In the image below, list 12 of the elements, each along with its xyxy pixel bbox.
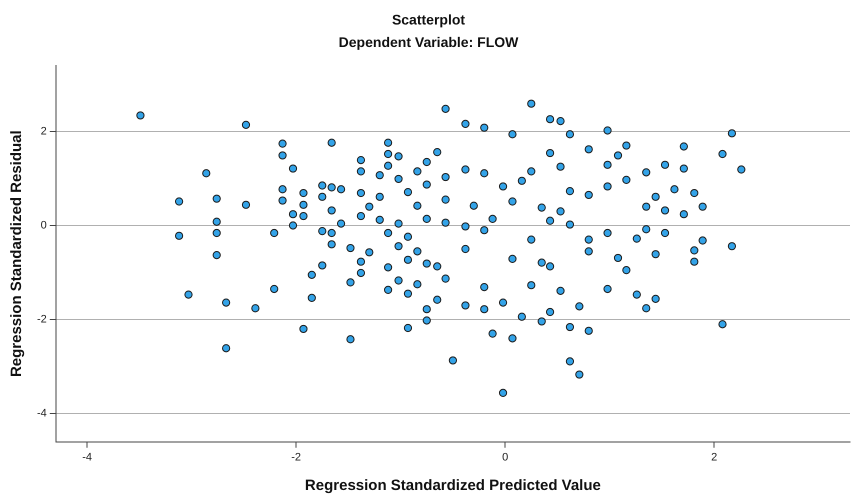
y-tick-label: 0 <box>40 220 47 232</box>
x-tick-label: 2 <box>711 451 718 464</box>
y-tick-label: -2 <box>37 314 47 326</box>
chart-title: Scatterplot <box>392 11 466 28</box>
y-axis-title: Regression Standardized Residual <box>8 130 26 378</box>
x-tick-label: 0 <box>502 451 508 464</box>
y-tick-label: 2 <box>40 125 47 138</box>
x-tick-label: -4 <box>82 451 92 464</box>
x-axis-title: Regression Standardized Predicted Value <box>304 477 601 494</box>
x-tick-label: -2 <box>291 451 302 464</box>
chart-subtitle: Dependent Variable: FLOW <box>338 34 520 50</box>
y-tick-label: -4 <box>37 408 47 420</box>
